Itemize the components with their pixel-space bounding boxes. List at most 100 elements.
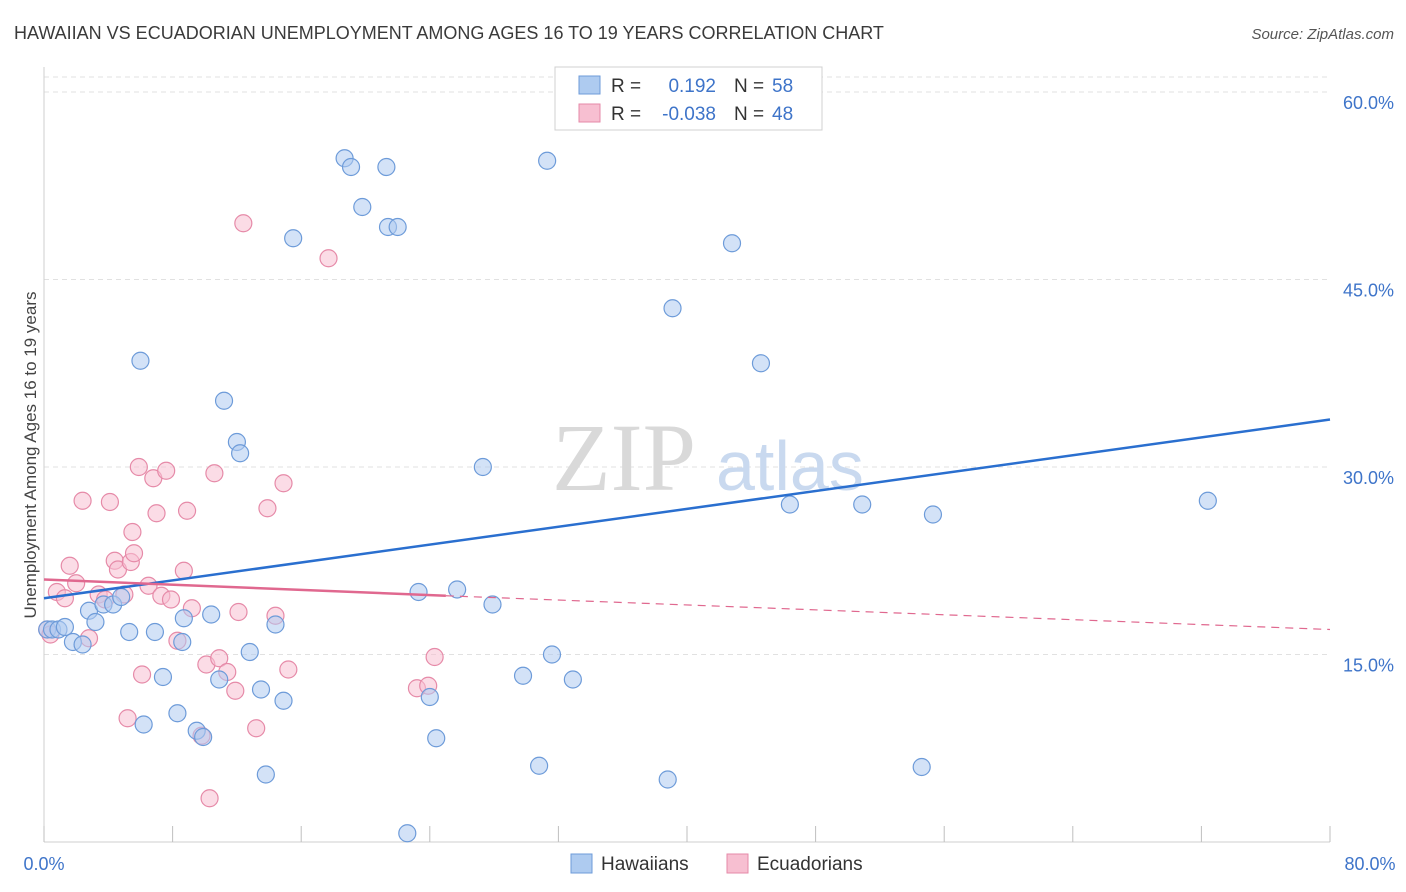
gridlines	[44, 76, 1330, 655]
bottom-legend: Hawaiians Ecuadorians	[570, 853, 863, 875]
legend-r-value-hawaiians: 0.192	[668, 76, 716, 97]
hawaiian-point	[353, 197, 372, 217]
hawaiian-point	[251, 680, 271, 699]
hawaiian-point	[513, 666, 533, 685]
hawaiian-point	[266, 615, 285, 634]
ecuadorian-point	[210, 649, 229, 668]
hawaiian-point	[658, 770, 677, 789]
hawaiian-point	[214, 391, 234, 410]
ecuadorian-point	[161, 590, 181, 609]
hawaiian-point	[538, 151, 557, 170]
y-tick-label-30: 30.0%	[1343, 468, 1394, 488]
trend-line-ecuadorians	[43, 578, 446, 597]
ecuadorian-point	[247, 719, 266, 738]
hawaiian-point	[173, 632, 192, 652]
legend-r-value-ecuadorians: -0.038	[662, 104, 716, 125]
ecuadorian-point	[73, 491, 92, 510]
ecuadorian-point	[425, 647, 444, 667]
trend-line-ecuadorians-extrapolated	[445, 595, 1331, 631]
legend-n-value-ecuadorians: 48	[772, 104, 793, 125]
hawaiian-point	[73, 635, 92, 654]
ecuadorian-point	[55, 589, 74, 608]
ecuadorian-point	[279, 660, 298, 679]
hawaiian-point	[210, 670, 229, 689]
hawaiian-point	[388, 217, 407, 237]
hawaiian-point	[377, 157, 396, 177]
ecuadorian-point	[157, 461, 176, 480]
legend-n-value-hawaiians: 58	[772, 76, 793, 97]
hawaiian-point	[398, 824, 417, 843]
hawaiian-point	[240, 642, 259, 662]
bottom-legend-swatch-ecuadorians	[726, 853, 749, 874]
ecuadorian-point	[60, 556, 79, 575]
hawaiian-point	[912, 757, 931, 777]
hawaiian-point	[427, 729, 446, 748]
hawaiian-point	[86, 612, 105, 632]
ecuadorian-point	[129, 457, 148, 477]
ecuadorian-point	[100, 492, 120, 512]
y-tick-label-15: 15.0%	[1343, 656, 1394, 676]
hawaiian-point	[473, 457, 492, 477]
legend-r-label-ecuadorians: R =	[611, 104, 641, 125]
ecuadorian-point	[319, 249, 338, 268]
hawaiian-point	[780, 495, 799, 514]
ecuadorian-point	[234, 214, 253, 233]
ecuadorian-point	[147, 504, 166, 523]
hawaiian-point	[530, 756, 549, 775]
hawaiian-point	[145, 622, 165, 642]
y-axis-label: Unemployment Among Ages 16 to 19 years	[21, 292, 40, 619]
chart-source: Source: ZipAtlas.com	[1251, 26, 1394, 43]
y-tick-label-45: 45.0%	[1343, 281, 1394, 301]
ecuadorian-point	[123, 522, 142, 542]
hawaiian-point	[1198, 491, 1217, 510]
hawaiian-point	[274, 691, 293, 710]
hawaiian-point	[483, 595, 502, 614]
hawaiian-point	[231, 444, 250, 463]
hawaiian-point	[284, 229, 303, 248]
ecuadorian-point	[118, 709, 137, 728]
ecuadorian-point	[174, 561, 193, 580]
watermark-zip: ZIP	[552, 404, 696, 511]
hawaiian-point	[134, 715, 153, 734]
x-tick-label-max: 80.0%	[1344, 854, 1395, 874]
hawaiian-point	[663, 299, 682, 318]
series-ecuadorians-points	[38, 214, 444, 808]
ecuadorian-point	[274, 474, 293, 493]
hawaiian-point	[194, 727, 213, 747]
ecuadorian-point	[200, 789, 219, 808]
bottom-legend-label-hawaiians: Hawaiians	[601, 854, 689, 875]
hawaiian-point	[55, 617, 74, 637]
hawaiian-point	[168, 704, 187, 723]
ecuadorian-point	[132, 665, 152, 684]
ecuadorian-point	[124, 544, 144, 563]
hawaiian-point	[923, 505, 943, 524]
ecuadorian-point	[258, 499, 277, 518]
hawaiian-point	[409, 582, 428, 602]
legend-swatch-ecuadorians	[578, 103, 601, 123]
ecuadorian-point	[177, 501, 197, 520]
hawaiian-point	[341, 157, 361, 177]
y-axis-ticks: 15.0% 30.0% 45.0% 60.0%	[1343, 93, 1394, 676]
legend-n-label-ecuadorians: N =	[734, 104, 764, 125]
hawaiian-point	[542, 645, 562, 664]
hawaiian-point	[112, 587, 131, 607]
hawaiian-point	[853, 495, 872, 514]
hawaiian-point	[120, 622, 139, 642]
hawaiian-point	[153, 667, 173, 687]
x-tick-label-min: 0.0%	[23, 854, 64, 874]
watermark-atlas: atlas	[716, 427, 864, 505]
ecuadorian-point	[229, 602, 248, 622]
hawaiian-point	[174, 609, 193, 628]
trend-line-hawaiians	[43, 418, 1331, 600]
hawaiian-point	[563, 670, 582, 689]
y-tick-label-60: 60.0%	[1343, 93, 1394, 113]
chart-title: HAWAIIAN VS ECUADORIAN UNEMPLOYMENT AMON…	[14, 23, 884, 43]
hawaiian-point	[448, 580, 467, 599]
legend-n-label-hawaiians: N =	[734, 76, 764, 97]
watermark: ZIP atlas	[552, 404, 864, 511]
hawaiian-point	[420, 687, 439, 707]
bottom-legend-swatch-hawaiians	[570, 853, 593, 874]
hawaiian-point	[202, 605, 221, 624]
series-hawaiians-points	[38, 149, 1217, 843]
